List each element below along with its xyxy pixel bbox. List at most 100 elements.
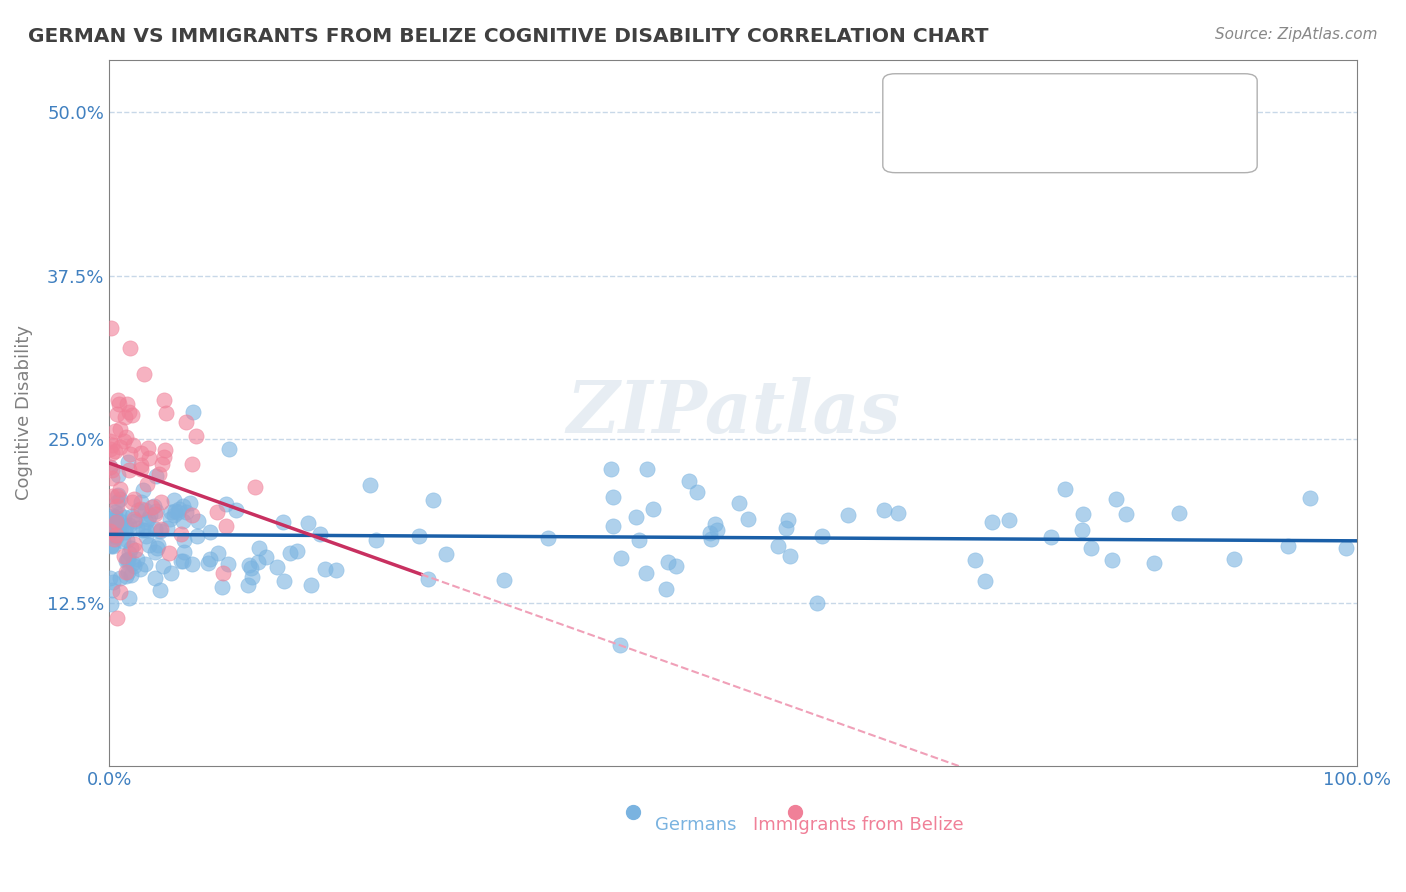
Point: [641, 502, 664, 516]
Point: [145, 503, 167, 517]
Point: [115, 554, 138, 568]
Point: [236, 577, 259, 591]
Point: [212, 566, 235, 581]
Point: [135, 515, 157, 529]
Point: [100, 597, 122, 611]
Point: [105, 500, 128, 514]
Point: [118, 463, 141, 477]
Point: [172, 500, 194, 514]
Point: [141, 500, 163, 514]
Point: [128, 562, 150, 576]
Point: [146, 541, 169, 556]
Point: [155, 442, 177, 457]
Point: [118, 517, 141, 532]
Point: [103, 533, 125, 547]
Point: [737, 512, 759, 526]
Point: [100, 571, 122, 585]
Point: [100, 539, 122, 553]
Point: [727, 496, 749, 510]
Point: [217, 557, 239, 571]
Point: [101, 527, 124, 541]
Point: [105, 495, 128, 509]
Point: [100, 470, 122, 484]
Point: [100, 434, 122, 448]
Point: [657, 555, 679, 569]
Point: [278, 546, 301, 560]
Point: [665, 559, 688, 574]
Point: [146, 538, 169, 552]
Point: [124, 514, 146, 528]
Point: [104, 506, 127, 520]
Point: [105, 515, 128, 529]
Point: [434, 547, 457, 561]
Point: [179, 496, 201, 510]
Point: [101, 489, 124, 503]
Point: [143, 571, 166, 585]
Point: [160, 566, 183, 580]
Point: [173, 545, 195, 559]
Point: [602, 491, 624, 505]
Point: [609, 551, 631, 566]
Point: [180, 508, 202, 522]
Point: [299, 578, 322, 592]
Point: [138, 450, 160, 465]
Point: [775, 521, 797, 535]
Point: [198, 552, 221, 566]
Point: [973, 574, 995, 588]
Point: [776, 513, 799, 527]
Point: [121, 508, 143, 523]
Point: [118, 591, 141, 606]
Point: [135, 523, 157, 537]
Point: [837, 508, 859, 523]
Point: [225, 502, 247, 516]
Point: [115, 569, 138, 583]
Point: [121, 556, 143, 570]
Point: [599, 462, 621, 476]
Point: [197, 556, 219, 570]
Point: [110, 520, 132, 534]
FancyBboxPatch shape: [883, 74, 1257, 173]
Point: [157, 546, 180, 560]
Point: [121, 495, 143, 509]
Point: [107, 611, 129, 625]
Point: [143, 522, 166, 536]
Point: [108, 514, 131, 528]
Point: [127, 503, 149, 517]
Text: Germans: Germans: [655, 816, 737, 834]
Point: [700, 532, 723, 546]
Point: [120, 541, 142, 555]
Point: [806, 597, 828, 611]
Point: [150, 457, 173, 471]
Point: [163, 508, 186, 522]
Point: [104, 528, 127, 542]
Point: [132, 367, 155, 381]
Point: [1104, 491, 1126, 506]
Point: [132, 483, 155, 497]
Point: [152, 558, 174, 573]
Point: [636, 566, 658, 580]
Point: [149, 495, 172, 509]
Point: [103, 519, 125, 533]
Point: [686, 485, 709, 500]
Point: [1071, 507, 1094, 521]
Point: [963, 553, 986, 567]
Point: [273, 574, 295, 588]
Point: [103, 444, 125, 458]
Point: [122, 437, 145, 451]
Point: [124, 543, 146, 558]
Point: [110, 483, 132, 497]
Point: [108, 519, 131, 533]
Point: [187, 514, 209, 528]
Point: [107, 487, 129, 501]
Point: [105, 515, 128, 529]
Point: [107, 468, 129, 483]
Point: [243, 480, 266, 494]
Point: [100, 321, 122, 335]
Point: [100, 516, 122, 531]
Point: [159, 505, 181, 519]
Point: [105, 527, 128, 541]
Point: [122, 537, 145, 551]
Point: [139, 508, 162, 523]
Point: [238, 558, 260, 573]
Point: [163, 504, 186, 518]
